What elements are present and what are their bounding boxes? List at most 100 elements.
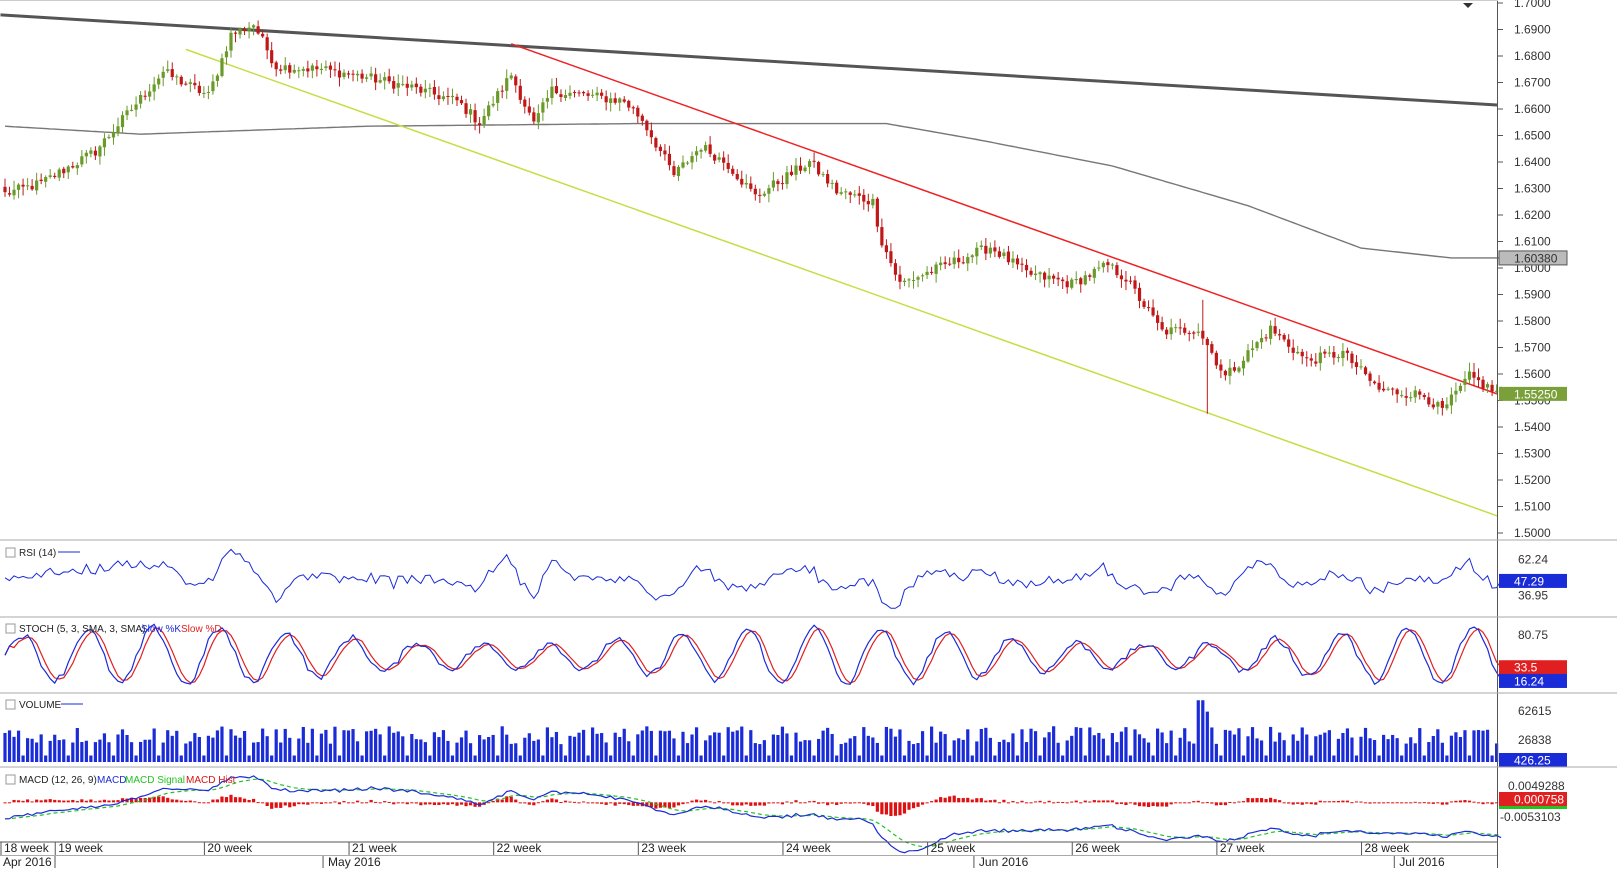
macd-hist-bar: [1070, 801, 1074, 803]
candle-body: [726, 162, 730, 169]
macd-hist-bar: [907, 802, 911, 810]
candle-body: [645, 120, 649, 131]
volume-bar: [1006, 742, 1011, 762]
candle-body: [197, 85, 201, 94]
volume-bar: [1156, 728, 1160, 762]
candle-body: [866, 201, 870, 205]
macd-hist-bar: [238, 797, 242, 803]
candle-body: [1065, 281, 1069, 288]
stoch-d-last-label: 33.5: [1514, 661, 1538, 675]
volume-bar: [414, 739, 418, 762]
macd-hist-bar: [292, 802, 296, 807]
macd-hist-bar: [256, 802, 260, 804]
candle-body: [817, 162, 821, 175]
candle-body: [396, 83, 400, 88]
candle-body: [392, 80, 396, 89]
candle-body: [586, 93, 590, 96]
macd-hist-bar: [622, 802, 626, 805]
volume-bar: [595, 733, 599, 762]
candle-body: [1413, 390, 1417, 398]
macd-hist-bar: [591, 802, 595, 804]
macd-hist-bar: [762, 802, 766, 806]
volume-bar: [1043, 737, 1047, 762]
volume-bar: [48, 740, 52, 762]
candle-body: [735, 174, 739, 180]
volume-bar: [717, 732, 721, 762]
volume-bar: [943, 734, 947, 762]
macd-hist-bar: [12, 799, 16, 803]
candle-body: [224, 51, 229, 58]
candle-body: [1183, 327, 1187, 333]
volume-bar: [1418, 728, 1422, 762]
volume-bar: [988, 737, 992, 762]
volume-bar: [252, 742, 256, 762]
candle-body: [1097, 267, 1101, 269]
macd-hist-bar: [681, 802, 685, 805]
candle-body: [369, 73, 373, 77]
volume-bar: [821, 730, 825, 762]
volume-bar: [527, 733, 531, 762]
macd-hist-bar: [1463, 800, 1467, 803]
volume-bar: [1345, 728, 1350, 762]
macd-hist-bar: [586, 802, 590, 804]
macd-hist-bar: [1192, 801, 1196, 803]
volume-last-tag: [1499, 753, 1567, 767]
candle-body: [627, 100, 631, 108]
macd-hist-bar: [405, 802, 409, 805]
volume-bar: [1020, 729, 1024, 762]
candle-body: [694, 151, 699, 156]
volume-bar: [835, 755, 839, 762]
candle-body: [44, 177, 48, 182]
macd-hist-bar: [1133, 802, 1137, 805]
macd-hist-bar: [699, 800, 703, 803]
volume-bar: [1449, 735, 1453, 762]
candle-body: [649, 130, 653, 138]
stoch-panel[interactable]: STOCH (5, 3, SMA, 3, SMA)Slow %K Slow %D 8…: [4, 623, 1567, 688]
candle-body: [920, 275, 925, 277]
candle-body: [631, 107, 635, 109]
volume-bar: [202, 755, 206, 762]
candle-body: [1341, 350, 1345, 358]
candle-body: [613, 98, 617, 103]
macd-hist-bar: [1250, 798, 1255, 803]
candle-body: [948, 263, 952, 265]
macd-hist-bar: [423, 802, 427, 805]
macd-hist-bar: [1305, 802, 1309, 804]
macd-hist-bar: [649, 802, 653, 808]
volume-bar: [1255, 738, 1259, 762]
volume-bar: [1467, 755, 1472, 762]
macd-hist-bar: [1128, 802, 1133, 804]
candle-body: [1232, 367, 1237, 371]
candle-body: [1092, 268, 1096, 278]
macd-hist-bar: [1115, 802, 1119, 805]
macd-hist-bar: [1427, 802, 1431, 804]
candle-body: [826, 174, 830, 184]
volume-bar: [446, 740, 450, 762]
candle-body: [880, 227, 884, 246]
macd-hist-bar: [807, 801, 812, 803]
candle-body: [306, 68, 310, 72]
volume-bar: [857, 755, 861, 762]
candle-body: [713, 154, 717, 161]
macd-hist-bar: [726, 802, 730, 804]
macd-hist-bar: [1386, 802, 1390, 804]
volume-panel[interactable]: VOLUME 62615 26838 426.25: [3, 699, 1567, 768]
macd-hist-bar: [676, 802, 681, 806]
candle-body: [622, 99, 626, 102]
candle-body: [1363, 367, 1368, 375]
volume-bar: [1296, 740, 1300, 762]
volume-bar: [934, 742, 938, 762]
price-panel[interactable]: [0, 13, 1503, 517]
volume-bar: [731, 731, 735, 762]
macd-hist-bar: [93, 801, 97, 803]
stoch-d-last-tag: [1499, 660, 1567, 675]
volume-bar: [708, 735, 712, 762]
candle-body: [1115, 265, 1119, 276]
macd-hist-bar: [48, 799, 52, 803]
volume-bar: [762, 740, 766, 762]
candle-body: [134, 104, 138, 110]
volume-bar: [722, 755, 726, 762]
